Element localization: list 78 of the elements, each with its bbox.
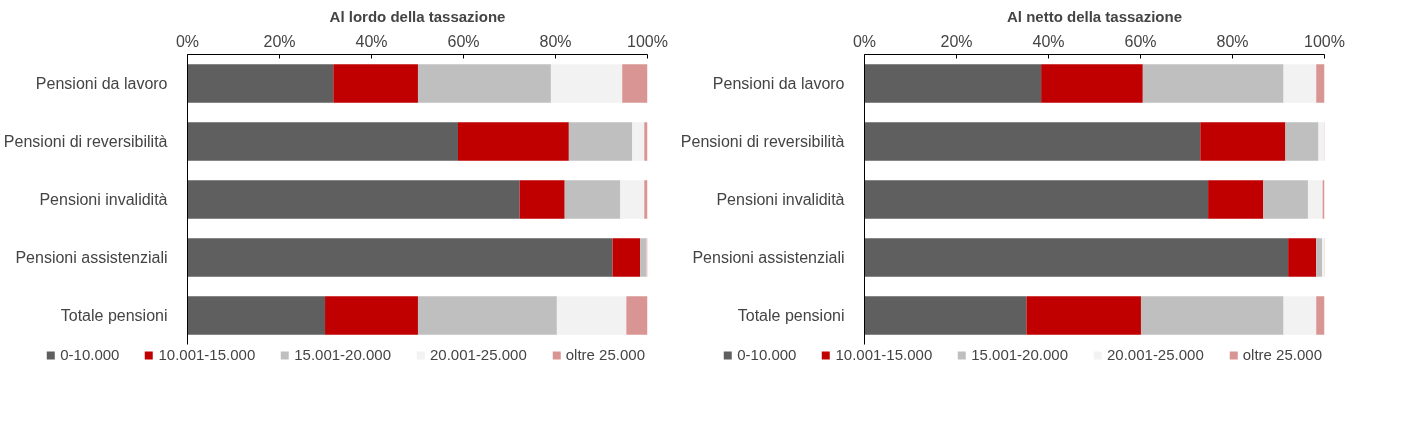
bar xyxy=(1288,238,1317,277)
legend-label: 0-10.000 xyxy=(60,346,120,363)
bar xyxy=(1318,122,1325,161)
chart-title: Al netto della tassazione xyxy=(1006,7,1183,25)
bar xyxy=(1316,296,1325,335)
x-tick-label: 20% xyxy=(263,32,296,50)
y-tick-label: Pensioni di reversibilità xyxy=(3,133,168,150)
bar xyxy=(1307,180,1323,219)
y-tick-label: Totale pensioni xyxy=(60,307,168,324)
legend-label: 0-10.000 xyxy=(737,346,797,363)
y-tick-label: Pensioni assistenziali xyxy=(15,249,168,266)
bar xyxy=(864,238,1289,277)
bar xyxy=(1316,238,1323,277)
bar xyxy=(187,64,334,103)
bar xyxy=(640,238,647,277)
x-tick-label: 0% xyxy=(852,32,877,50)
bar xyxy=(1208,180,1264,219)
chart-title: Al lordo della tassazione xyxy=(329,7,506,25)
x-tick-label: 0% xyxy=(175,32,200,50)
bar xyxy=(1140,296,1284,335)
x-tick-label: 40% xyxy=(355,32,388,50)
x-tick-label: 100% xyxy=(627,32,668,50)
x-tick-label: 40% xyxy=(1032,32,1065,50)
bar xyxy=(644,180,648,219)
legend-label: oltre 25.000 xyxy=(1242,346,1322,363)
bar xyxy=(325,296,418,335)
y-tick-label: Pensioni da lavoro xyxy=(712,75,845,92)
bar xyxy=(1285,122,1319,161)
legend-label: oltre 25.000 xyxy=(565,346,645,363)
bar xyxy=(1200,122,1286,161)
legend-label: 20.001-25.000 xyxy=(430,346,527,363)
legend-label: 15.001-20.000 xyxy=(971,346,1068,363)
bar xyxy=(1041,64,1143,103)
bar xyxy=(187,122,458,161)
bar xyxy=(417,296,557,335)
legend-label: 20.001-25.000 xyxy=(1107,346,1204,363)
bar xyxy=(1283,64,1317,103)
bar xyxy=(417,64,551,103)
bar xyxy=(1142,64,1284,103)
y-tick-label: Pensioni di reversibilità xyxy=(680,133,845,150)
bar xyxy=(612,238,641,277)
bar xyxy=(622,64,648,103)
bar xyxy=(550,64,623,103)
bar xyxy=(1026,296,1141,335)
legend-label: 10.001-15.000 xyxy=(835,346,933,363)
bar xyxy=(568,122,633,161)
bar xyxy=(864,122,1201,161)
bar xyxy=(457,122,569,161)
x-tick-label: 80% xyxy=(539,32,572,50)
bar xyxy=(1283,296,1317,335)
bar xyxy=(187,238,613,277)
x-tick-label: 60% xyxy=(1124,32,1157,50)
bar xyxy=(519,180,565,219)
bar xyxy=(187,180,520,219)
y-tick-label: Pensioni invalidità xyxy=(716,191,845,208)
bar xyxy=(1316,64,1325,103)
bar xyxy=(864,64,1042,103)
bar xyxy=(1263,180,1308,219)
y-tick-label: Pensioni assistenziali xyxy=(692,249,845,266)
y-tick-label: Totale pensioni xyxy=(737,307,845,324)
bar xyxy=(556,296,627,335)
bar xyxy=(644,122,648,161)
x-tick-label: 60% xyxy=(447,32,480,50)
bar xyxy=(564,180,621,219)
bar xyxy=(187,296,326,335)
bar xyxy=(626,296,648,335)
bar xyxy=(864,296,1027,335)
bar xyxy=(632,122,645,161)
legend-label: 15.001-20.000 xyxy=(294,346,391,363)
x-tick-label: 80% xyxy=(1216,32,1249,50)
y-tick-label: Pensioni invalidità xyxy=(39,191,168,208)
x-tick-label: 100% xyxy=(1304,32,1345,50)
x-tick-label: 20% xyxy=(940,32,973,50)
bar xyxy=(864,180,1209,219)
bar xyxy=(333,64,418,103)
y-tick-label: Pensioni da lavoro xyxy=(35,75,168,92)
bar xyxy=(620,180,645,219)
legend-label: 10.001-15.000 xyxy=(158,346,256,363)
